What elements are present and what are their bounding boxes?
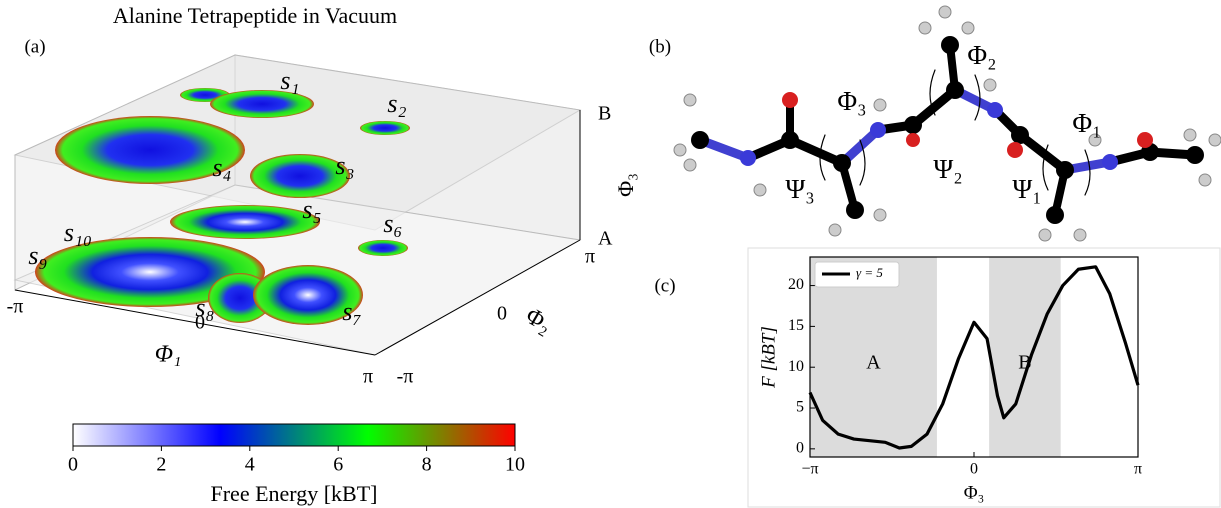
state-label: s₄ bbox=[212, 153, 231, 182]
angle-label: Ψ₃ bbox=[785, 174, 814, 204]
x-tick-label: 2 bbox=[156, 454, 166, 476]
y-tick-label: 5 bbox=[796, 399, 804, 416]
y-tick-label: 10 bbox=[788, 358, 804, 375]
y-tick-label: π bbox=[585, 246, 595, 268]
x-tick-label: 8 bbox=[422, 454, 432, 476]
z-axis-label: Φ₃ bbox=[613, 173, 638, 197]
x-tick-label: π bbox=[363, 366, 373, 388]
y-tick-label: 0 bbox=[497, 303, 507, 325]
state-label: s₆ bbox=[383, 209, 402, 238]
state-label: s₉ bbox=[28, 241, 47, 270]
x-axis-label: Φ₁ bbox=[155, 342, 182, 368]
colorbar-label: Free Energy [kBT] bbox=[211, 481, 378, 506]
colorbar bbox=[72, 423, 516, 447]
x-tick-label: −π bbox=[801, 461, 818, 478]
energy-blobs bbox=[35, 88, 410, 325]
state-label: s₇ bbox=[342, 297, 361, 326]
x-tick-label: -π bbox=[7, 296, 24, 318]
x-tick-label: 0 bbox=[195, 312, 205, 334]
y-axis-label: Φ₂ bbox=[521, 303, 556, 338]
line bbox=[808, 265, 1140, 450]
state-label: s₃ bbox=[335, 151, 354, 180]
angle-label: Φ₃ bbox=[837, 86, 866, 116]
x-tick-label: 4 bbox=[245, 454, 255, 476]
panel-label: (c) bbox=[654, 275, 675, 296]
x-tick-label: 0 bbox=[970, 461, 978, 478]
state-label: s₁₀ bbox=[64, 218, 92, 247]
z-tick-label: A bbox=[598, 228, 613, 250]
legend-box bbox=[814, 261, 900, 288]
panel-label: (a) bbox=[24, 36, 45, 57]
state-label: s₈ bbox=[195, 293, 214, 322]
panel-frame bbox=[747, 247, 1221, 508]
angle-label: Ψ₂ bbox=[933, 154, 962, 184]
molecule bbox=[673, 5, 1221, 242]
angle-label: Φ₁ bbox=[1072, 108, 1101, 138]
x-axis-label: Φ₃ bbox=[964, 482, 985, 503]
y-axis-label: F [kBT] bbox=[758, 326, 779, 389]
state-label: s₂ bbox=[387, 89, 406, 118]
x-tick-label: 6 bbox=[333, 454, 343, 476]
state-label: s₁ bbox=[280, 66, 299, 95]
y-tick-label: -π bbox=[397, 366, 414, 388]
panel-label: (b) bbox=[649, 36, 671, 57]
x-tick-label: 10 bbox=[505, 454, 525, 476]
y-tick-label: 0 bbox=[796, 440, 804, 457]
angle-label: Ψ₁ bbox=[1012, 174, 1041, 204]
title: Alanine Tetrapeptide in Vacuum bbox=[113, 3, 397, 28]
region bbox=[989, 257, 1061, 457]
state-label: s₅ bbox=[302, 195, 321, 224]
legend-label: γ = 5 bbox=[856, 265, 883, 280]
y-tick-label: 20 bbox=[788, 276, 804, 293]
region-label: A bbox=[866, 352, 881, 374]
x-tick-label: π bbox=[1134, 461, 1142, 478]
angle-label: Φ₂ bbox=[967, 40, 996, 70]
region bbox=[810, 257, 937, 457]
x-tick-label: 0 bbox=[68, 454, 78, 476]
z-tick-label: B bbox=[598, 103, 611, 125]
y-tick-label: 15 bbox=[788, 317, 804, 334]
